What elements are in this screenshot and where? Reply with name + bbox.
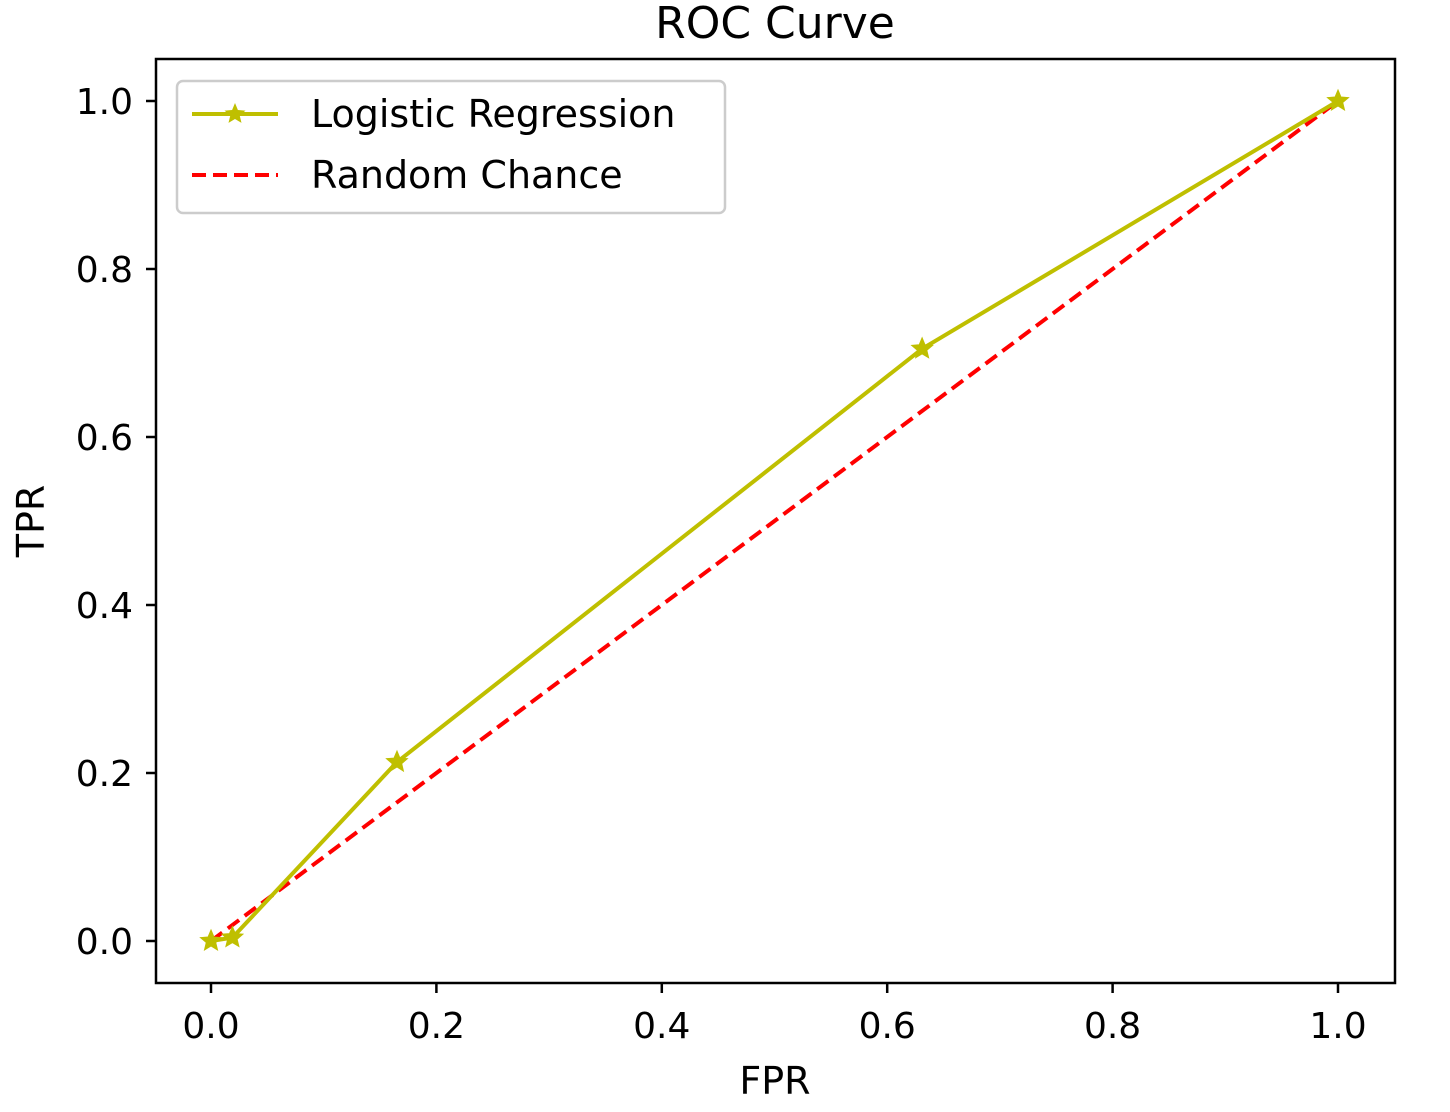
chart-title: ROC Curve	[655, 0, 895, 49]
x-tick-label: 0.2	[408, 1006, 465, 1047]
x-axis-label: FPR	[739, 1059, 810, 1103]
legend-box	[175, 79, 727, 215]
y-tick-label: 0.6	[76, 418, 133, 459]
x-tick-label: 0.6	[859, 1006, 916, 1047]
x-tick-label: 1.0	[1309, 1006, 1366, 1047]
legend-marker-icon	[224, 103, 246, 123]
legend-label: Logistic Regression	[311, 92, 676, 136]
series-line-1	[209, 99, 1340, 943]
data-point	[385, 749, 409, 773]
y-tick-label: 0.4	[76, 586, 133, 627]
legend: Logistic Regression Random Chance	[175, 79, 727, 215]
data-point	[1326, 88, 1350, 111]
x-tick-label: 0.4	[633, 1006, 690, 1047]
data-point	[199, 928, 223, 951]
y-tick-label: 0.8	[76, 250, 133, 291]
plot-frame	[154, 57, 1397, 985]
legend-label: Random Chance	[311, 153, 623, 197]
x-tick-label: 0.8	[1084, 1006, 1141, 1047]
x-tick-label: 0.0	[182, 1006, 239, 1047]
y-tick-label: 0.0	[76, 922, 133, 963]
data-point	[220, 925, 245, 948]
y-axis-label: TPR	[9, 485, 53, 559]
data-point	[910, 336, 934, 359]
y-tick-label: 1.0	[76, 82, 133, 123]
y-tick-label: 0.2	[76, 754, 133, 795]
